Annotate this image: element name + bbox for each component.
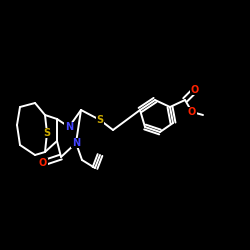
- Text: O: O: [191, 85, 199, 95]
- Text: S: S: [44, 128, 51, 138]
- Text: N: N: [65, 122, 73, 132]
- Text: S: S: [96, 115, 103, 125]
- Text: N: N: [72, 138, 80, 148]
- Text: O: O: [188, 107, 196, 117]
- Text: O: O: [39, 158, 47, 168]
